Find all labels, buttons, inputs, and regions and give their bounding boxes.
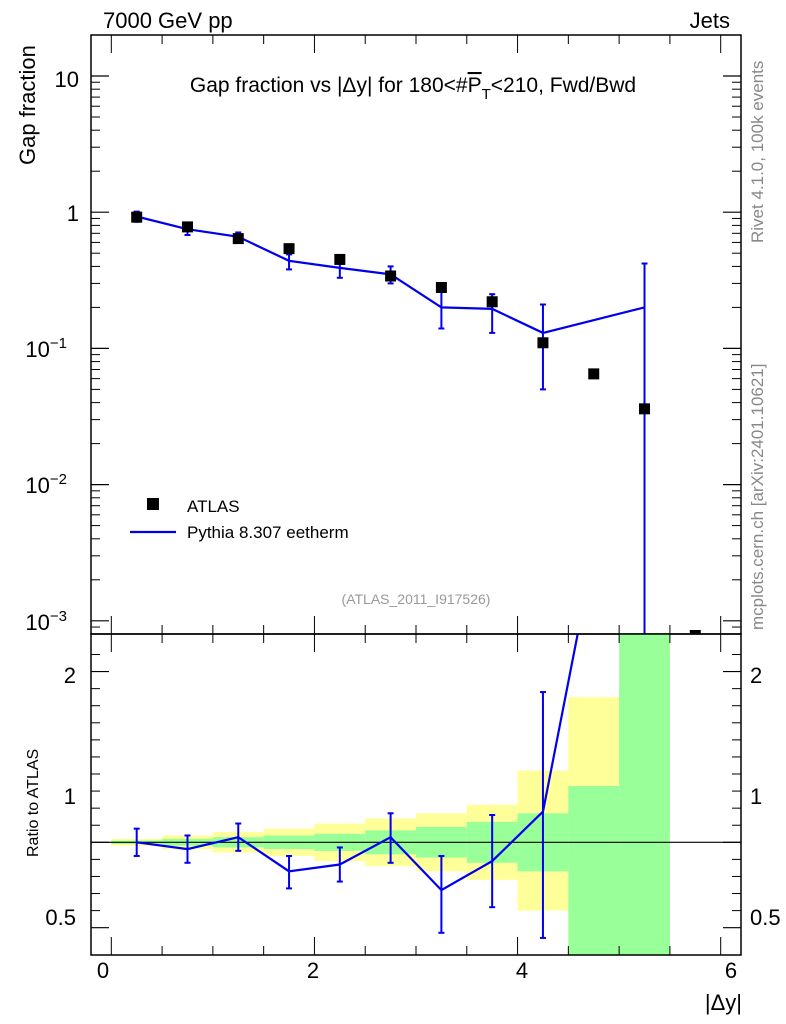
mc-line	[136, 215, 645, 335]
legend-marker-atlas	[147, 498, 159, 510]
ratio-y-tick-label-right-1: 1	[750, 784, 762, 809]
main-ylabel: Gap fraction	[15, 45, 40, 165]
ratio-y-tick-label-right-2: 2	[750, 663, 762, 688]
x-tick-label-2: 2	[307, 958, 319, 983]
energy-label: 7000 GeV pp	[103, 8, 233, 33]
atlas-point	[435, 281, 447, 293]
main-panel: Gap fraction vs |Δy| for 180<#PT<210, Fw…	[15, 34, 742, 635]
atlas-point	[181, 221, 193, 233]
ratio-ylabel: Ratio to ATLAS	[25, 749, 42, 857]
x-tick-label-0: 0	[97, 958, 109, 983]
x-axis-label: |Δy|	[705, 990, 742, 1015]
atlas-point	[385, 270, 397, 282]
y-tick-label-1e-2: 10−2	[25, 471, 67, 498]
atlas-point	[283, 243, 295, 255]
x-tick-label-6: 6	[725, 958, 737, 983]
ratio-band-stat	[568, 785, 620, 955]
atlas-point	[689, 629, 701, 634]
ratio-y-tick-label-0.5: 0.5	[45, 905, 76, 930]
main-frame	[90, 34, 742, 635]
legend-label-atlas: ATLAS	[187, 497, 240, 516]
ratio-y-tick-label-2: 2	[64, 663, 76, 688]
ratio-panel: Ratio to ATLAS 0.5 1 2 0.5 1 2 0 2 4 6 |…	[25, 633, 781, 1015]
ratio-y-tick-label-1: 1	[64, 784, 76, 809]
main-title: Gap fraction vs |Δy| for 180<#PT<210, Fw…	[190, 74, 636, 103]
atlas-point	[537, 337, 549, 349]
y-tick-label-1e-3: 10−3	[25, 608, 67, 635]
ratio-band-stat	[619, 634, 670, 955]
atlas-point	[588, 368, 600, 380]
y-tick-label-10: 10	[55, 67, 79, 92]
atlas-point	[131, 211, 143, 223]
rivet-label: Rivet 4.1.0, 100k events	[748, 61, 767, 243]
ratio-y-tick-label-right-0.5: 0.5	[750, 905, 781, 930]
y-tick-label-1e-1: 10−1	[25, 335, 67, 362]
ratio-mc-line	[136, 634, 579, 892]
atlas-point	[334, 253, 346, 265]
legend-label-pythia: Pythia 8.307 eetherm	[187, 523, 349, 542]
atlas-point	[639, 403, 651, 415]
y-tick-label-1: 1	[67, 201, 79, 226]
x-tick-label-4: 4	[516, 958, 528, 983]
atlas-point	[232, 233, 244, 245]
analysis-id: (ATLAS_2011_I917526)	[342, 591, 491, 607]
type-label: Jets	[690, 8, 730, 33]
mcplots-label: mcplots.cern.ch [arXiv:2401.10621]	[748, 364, 767, 630]
atlas-point	[486, 296, 498, 308]
ratio-frame	[90, 633, 742, 956]
